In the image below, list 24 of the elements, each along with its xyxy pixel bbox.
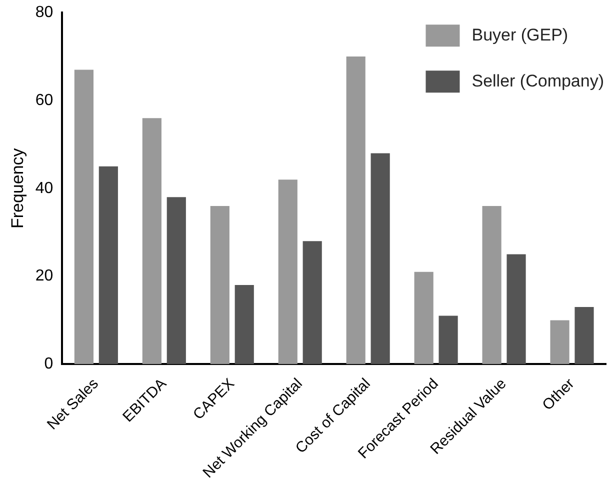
bar [166, 197, 186, 364]
y-tick-label: 60 [35, 92, 54, 109]
y-tick-label: 80 [35, 4, 54, 22]
bar [98, 166, 118, 364]
bar [346, 56, 366, 364]
legend-label: Buyer (GEP) [472, 25, 568, 44]
y-tick-label: 20 [35, 268, 54, 285]
bar [482, 206, 502, 364]
bar [506, 254, 526, 364]
y-axis-title: Frequency [8, 148, 27, 229]
bar [302, 241, 322, 364]
bar [210, 206, 230, 364]
bar [278, 180, 298, 364]
legend-label: Seller (Company) [472, 71, 604, 90]
y-tick-label: 40 [35, 180, 54, 197]
bar [438, 316, 458, 364]
bar [142, 118, 162, 364]
bar [550, 320, 570, 364]
bar [370, 153, 390, 364]
y-tick-label: 0 [44, 356, 54, 373]
bar [234, 285, 254, 364]
bar [74, 70, 94, 364]
bar [414, 272, 434, 364]
bar [574, 307, 594, 364]
